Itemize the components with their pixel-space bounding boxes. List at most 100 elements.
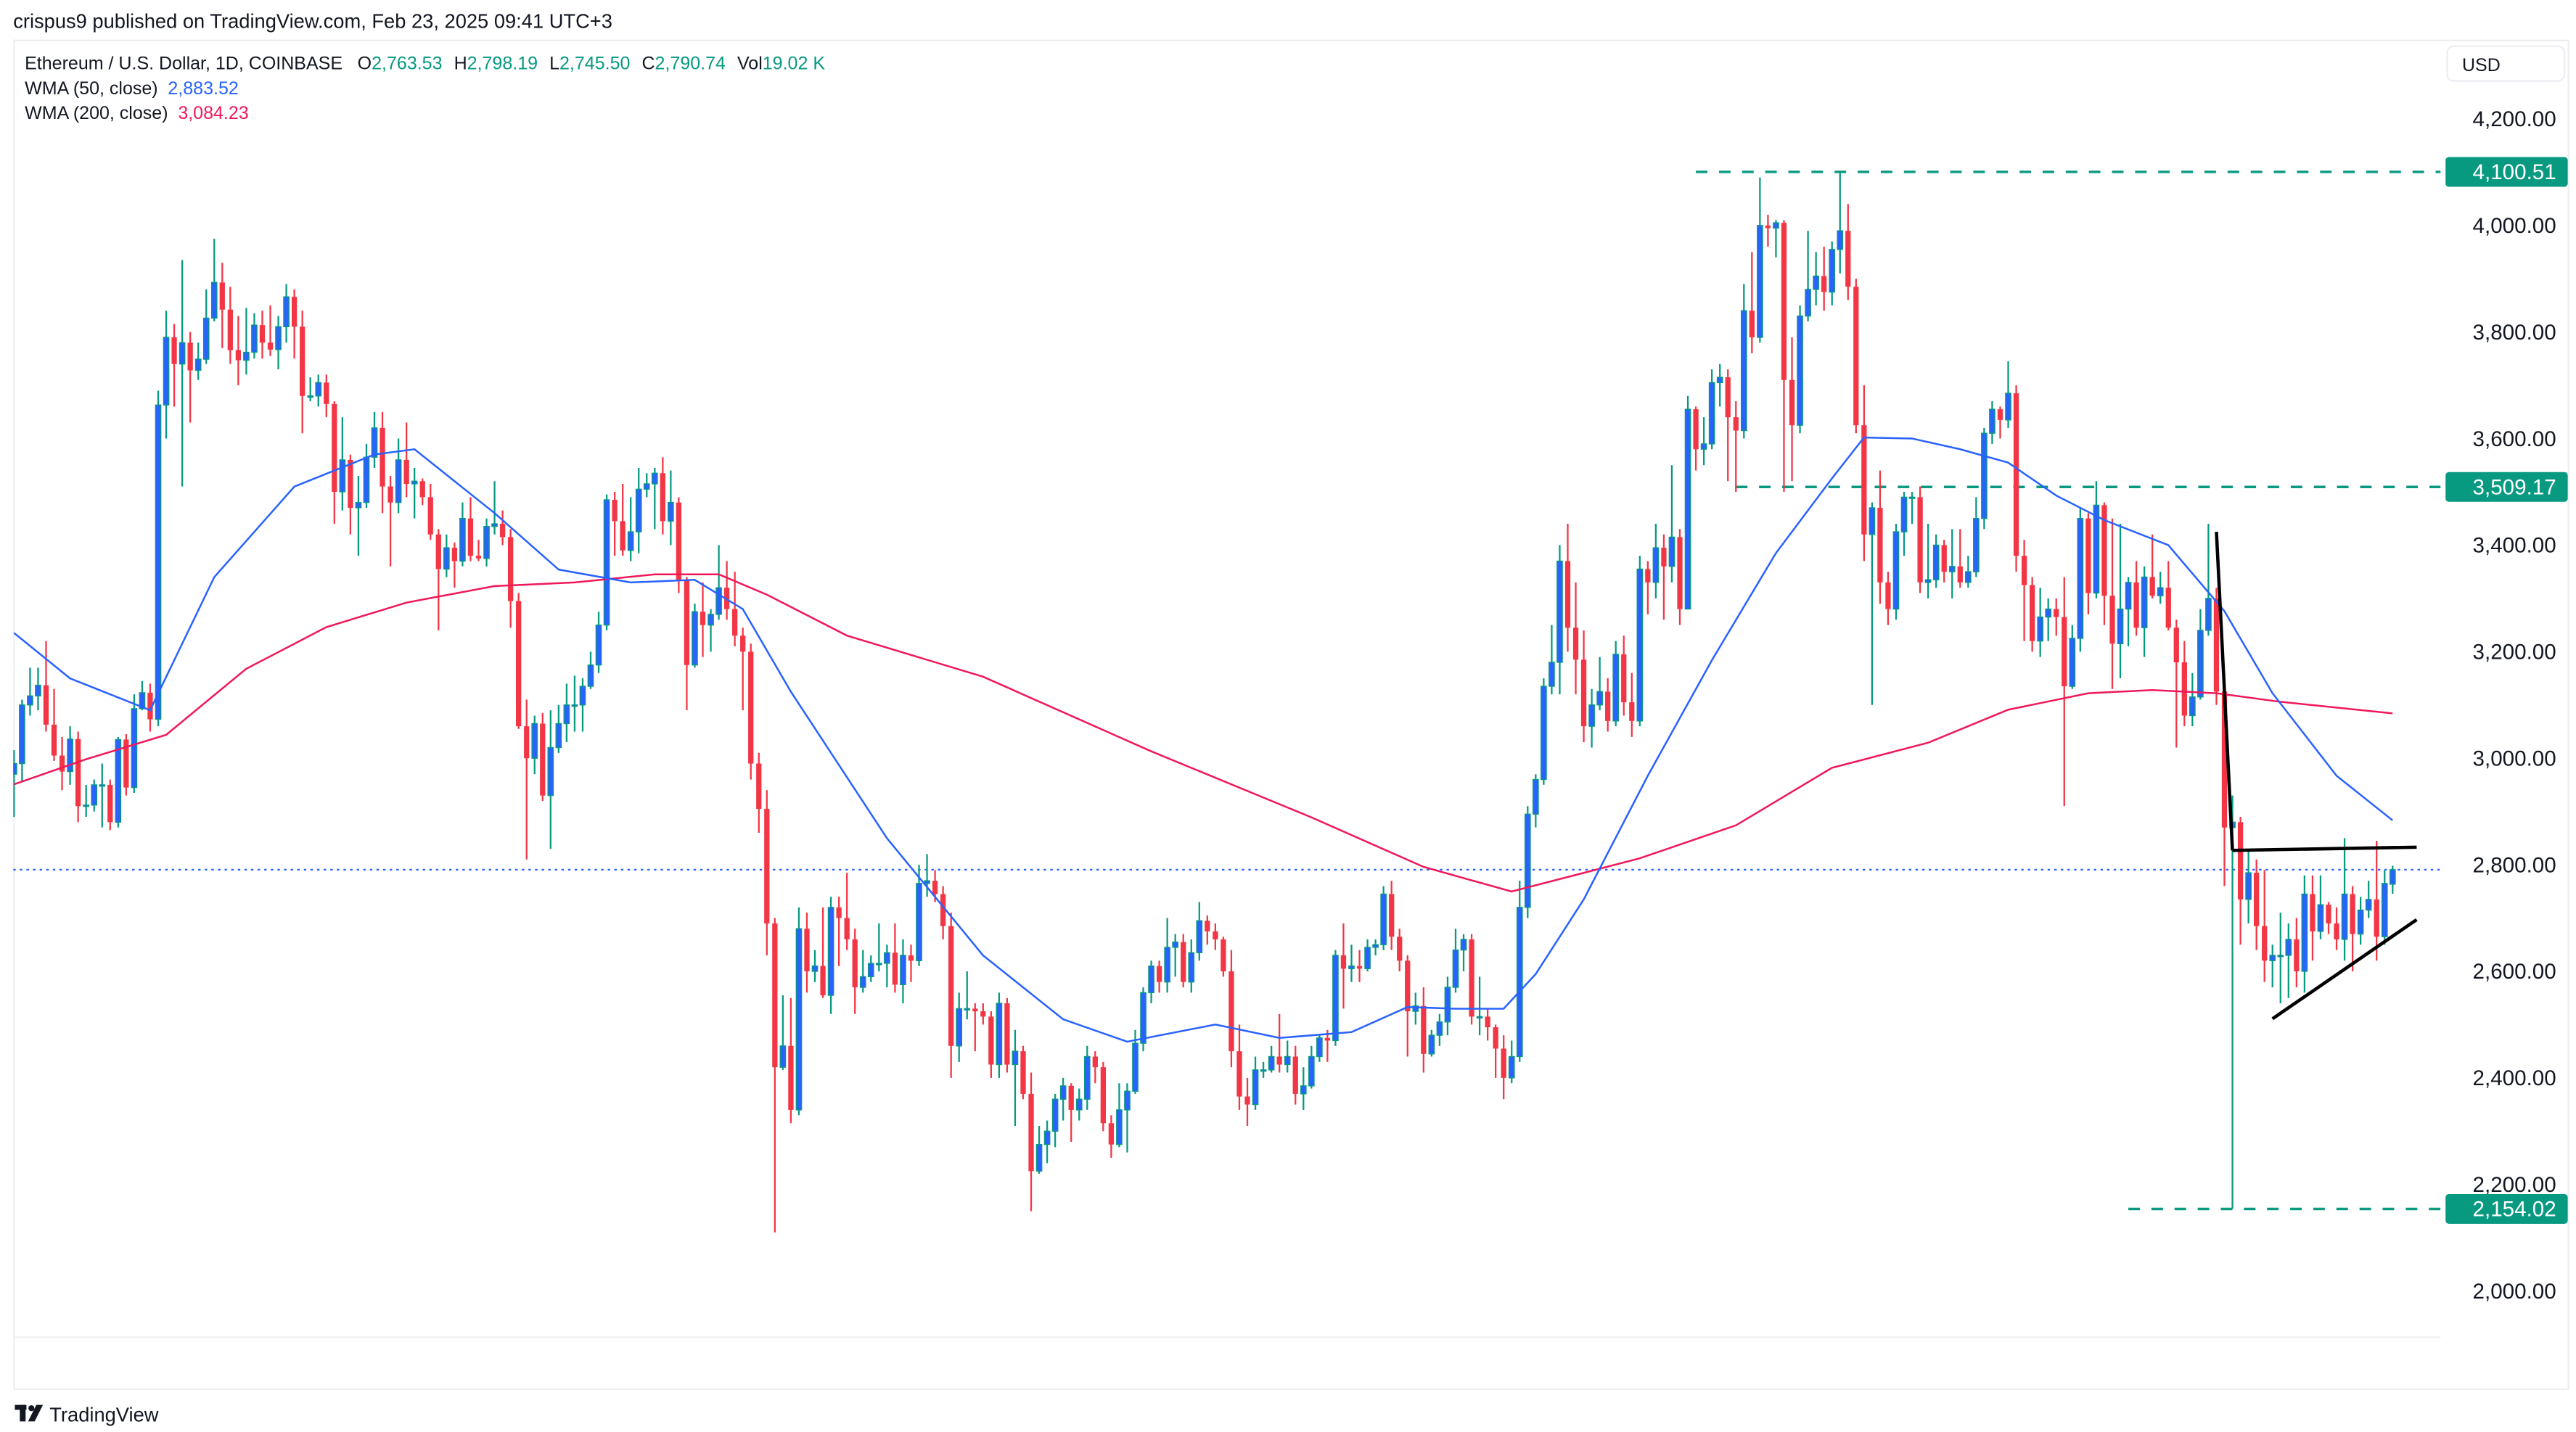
candle [660,457,665,535]
candle-body [1316,1037,1323,1058]
candle-body [259,325,266,343]
candle [59,736,65,791]
candle-body [355,501,362,509]
price-tick-label: 2,200.00 [2473,1173,2556,1197]
candle-body [2037,616,2043,642]
candle-body [59,755,65,772]
candle [291,289,298,359]
legend-volume-label: Vol [737,54,763,74]
candle-body [1452,949,1459,988]
candle [563,683,570,743]
price-tick-label: 4,200.00 [2473,107,2556,131]
candle [595,612,602,673]
candle-body [587,664,594,687]
plot-area[interactable]: JunJulAugSepOctNovDec2025FebMar [12,170,2459,1375]
candle-body [684,580,690,665]
candle [387,475,393,567]
candle [948,913,954,1078]
candle-body [1268,1056,1275,1071]
candle [1228,950,1234,1068]
tradingview-logo[interactable]: TradingView [15,1403,159,1425]
candle-body [1051,1098,1059,1132]
candle-body [1068,1085,1074,1110]
candle [916,865,922,966]
candle [1733,401,1739,492]
candle [1612,641,1620,727]
candle [179,260,186,487]
candle [692,604,698,668]
candle-body [2181,662,2187,716]
candle-body [2374,899,2379,937]
legend-wma200-value: 3,084.23 [178,103,248,123]
candle-body [332,403,337,492]
candle-body [940,894,946,926]
candle-body [2149,577,2155,596]
candle-body [2109,596,2115,644]
candle-body [210,281,218,319]
candle-body [811,965,819,972]
candle-body [1028,1093,1034,1172]
candle-body [2085,518,2091,593]
candle-body [1276,1056,1282,1065]
candle-body [219,282,225,310]
candle-body [363,456,370,503]
candle-body [83,805,89,807]
candle [884,945,890,988]
candle [1821,247,1827,311]
candle-body [467,518,474,556]
candle-body [804,929,810,971]
candle [475,540,482,561]
candle-body [859,976,866,988]
candle [139,680,146,711]
candle-body [1236,1051,1242,1097]
candle-body [827,907,834,996]
candle-body [1372,944,1379,948]
candle [1476,976,1483,1036]
candle [732,572,738,646]
candle [1981,427,1988,530]
candle-body [1652,547,1660,583]
candle [1485,1008,1490,1041]
candle [715,545,722,620]
price-axis[interactable]: 4,200.00 4,000.00 3,800.00 3,600.00 3,400.00… [2473,107,2556,1304]
candle-body [2101,505,2107,596]
candle-body [892,952,898,985]
candle-body [1636,568,1644,722]
candle [859,950,866,993]
candle [1444,976,1451,1036]
candle [194,342,202,380]
candle-body [123,739,129,788]
candle [1797,305,1803,434]
candle [892,923,898,993]
candle-body [1580,659,1587,727]
candle-body [1092,1056,1098,1068]
candle-body [924,880,930,884]
candle-body [1757,225,1763,338]
candle-body [1948,566,1956,572]
candle [540,712,546,801]
candle-body [996,1003,1003,1066]
candle [2285,923,2292,998]
candle-body [202,317,210,360]
candle-body [1725,377,1731,418]
candle [1621,635,1627,716]
legend-symbol: Ethereum / U.S. Dollar, 1D, COINBASE [25,54,342,74]
candle-body [1221,939,1226,971]
candle [1181,934,1186,988]
candle [1075,1088,1083,1121]
candle-body [2141,576,2148,628]
candle [1260,1061,1267,1078]
candle [748,643,754,780]
candle-body [1493,1027,1498,1049]
candle-body [267,342,274,350]
candle [2005,361,2011,428]
candle-body [380,427,385,487]
price-tick-label: 3,400.00 [2473,534,2556,558]
candle-body [2205,598,2212,631]
candle-body [1789,379,1795,426]
candle-body [459,518,466,562]
currency-button[interactable]: USD [2446,45,2566,82]
candle [1108,1115,1115,1159]
candle [852,929,858,1014]
